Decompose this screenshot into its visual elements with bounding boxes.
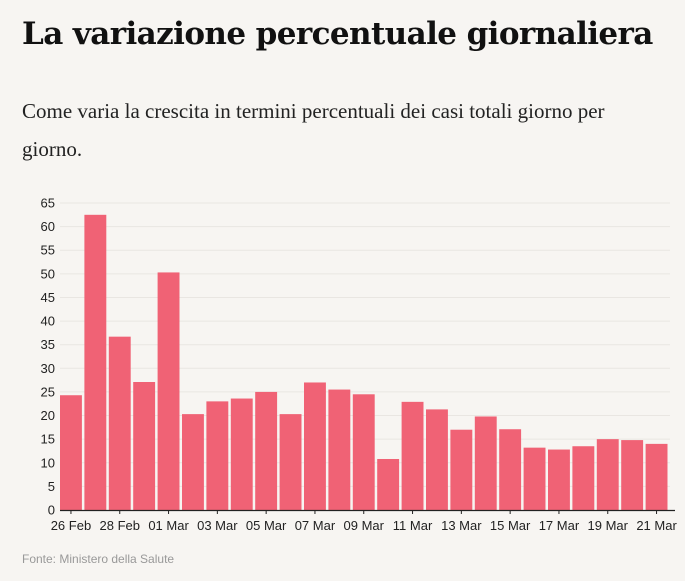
bar-07-mar <box>304 382 326 510</box>
x-tick-label: 07 Mar <box>295 518 336 533</box>
y-tick-label: 45 <box>41 290 55 305</box>
bar-16-mar <box>523 447 546 510</box>
bar-10-mar <box>377 458 400 510</box>
source-note: Fonte: Ministero della Salute <box>22 552 175 566</box>
x-tick-label: 05 Mar <box>246 518 287 533</box>
tick-labels: 0 5 10 15 20 25 30 35 40 45 50 55 60 65 26 Feb 28 Feb 01… <box>41 196 678 534</box>
chart-subtitle: Come varia la crescita in termini percen… <box>22 99 605 161</box>
bar-05-mar <box>255 391 278 510</box>
y-tick-label: 20 <box>41 408 55 423</box>
x-tick-label: 13 Mar <box>441 518 482 533</box>
bar-13-mar <box>450 429 473 510</box>
bar-11-mar <box>401 401 424 510</box>
bars <box>60 214 668 511</box>
bar-14-mar <box>474 416 497 510</box>
y-tick-label: 65 <box>41 196 55 211</box>
chart-title: La variazione percentuale giornaliera <box>22 16 653 52</box>
bar-17-mar <box>548 449 570 510</box>
bar-03-mar <box>206 401 229 510</box>
y-tick-label: 15 <box>41 432 55 447</box>
x-tick-label: 21 Mar <box>636 518 677 533</box>
y-tick-label: 50 <box>41 266 55 281</box>
bar-15-mar <box>499 429 522 510</box>
x-tick-label: 26 Feb <box>51 518 91 533</box>
bar-08-mar <box>328 389 351 510</box>
bar-02-mar <box>182 414 204 510</box>
y-tick-label: 60 <box>41 219 55 234</box>
y-tick-label: 25 <box>41 384 55 399</box>
x-tick-label: 11 Mar <box>393 518 433 533</box>
y-tick-label: 35 <box>41 337 55 352</box>
bar-29-feb <box>133 382 156 510</box>
x-tick-label: 15 Mar <box>490 518 531 533</box>
bar-28-feb <box>108 336 131 510</box>
bar-26-feb <box>60 395 82 510</box>
y-tick-label: 0 <box>48 503 55 518</box>
x-tick-label: 17 Mar <box>539 518 580 533</box>
bar-20-mar <box>621 440 644 510</box>
bar-06-mar <box>279 414 302 510</box>
y-tick-label: 5 <box>48 479 55 494</box>
y-tick-label: 55 <box>41 243 55 258</box>
x-tick-label: 28 Feb <box>100 518 140 533</box>
x-tick-label: 01 Mar <box>148 518 189 533</box>
bar-chart: 0 5 10 15 20 25 30 35 40 45 50 55 60 65 26 Feb 28 Feb 01… <box>41 196 678 534</box>
bar-21-mar <box>645 443 668 510</box>
axes <box>60 509 675 514</box>
bar-04-mar <box>230 398 253 510</box>
x-tick-label: 19 Mar <box>588 518 629 533</box>
x-tick-label: 09 Mar <box>344 518 385 533</box>
bar-09-mar <box>352 394 375 510</box>
bar-12-mar <box>426 409 448 510</box>
bar-01-mar <box>157 272 180 510</box>
bar-27-feb <box>84 214 107 511</box>
bar-18-mar <box>572 446 595 510</box>
x-tick-label: 03 Mar <box>197 518 238 533</box>
y-tick-label: 10 <box>41 455 55 470</box>
bar-19-mar <box>596 439 619 510</box>
y-tick-label: 40 <box>41 314 55 329</box>
y-tick-label: 30 <box>41 361 55 376</box>
